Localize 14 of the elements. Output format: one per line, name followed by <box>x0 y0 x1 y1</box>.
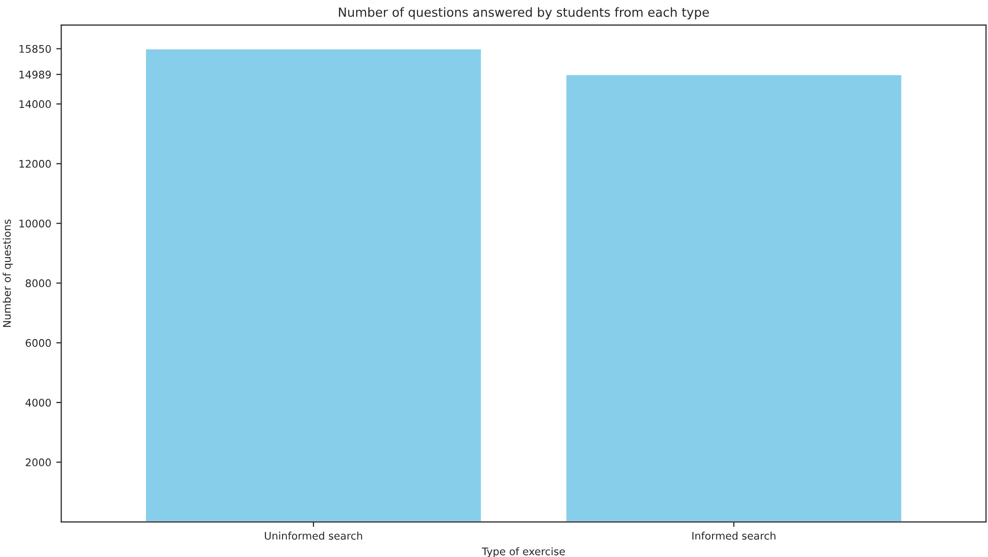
y-tick-label: 14989 <box>20 70 51 79</box>
y-tick-label: 12000 <box>20 160 51 168</box>
chart-title: Number of questions answered by students from each type <box>338 7 709 20</box>
y-tick-label: 2000 <box>26 458 51 466</box>
y-tick-label: 8000 <box>26 279 51 288</box>
y-tick-label: 15850 <box>20 44 51 53</box>
y-tick-label: 10000 <box>20 220 51 228</box>
y-tick-label: 4000 <box>26 398 51 407</box>
y-axis-title: Number of questions <box>2 220 13 327</box>
y-tick-label: 6000 <box>26 339 51 347</box>
x-tick-label: Uninformed search <box>264 532 362 540</box>
x-tick-label: Informed search <box>692 532 776 540</box>
y-tick-label: 14000 <box>20 100 51 108</box>
x-axis-title: Type of exercise <box>482 547 565 557</box>
